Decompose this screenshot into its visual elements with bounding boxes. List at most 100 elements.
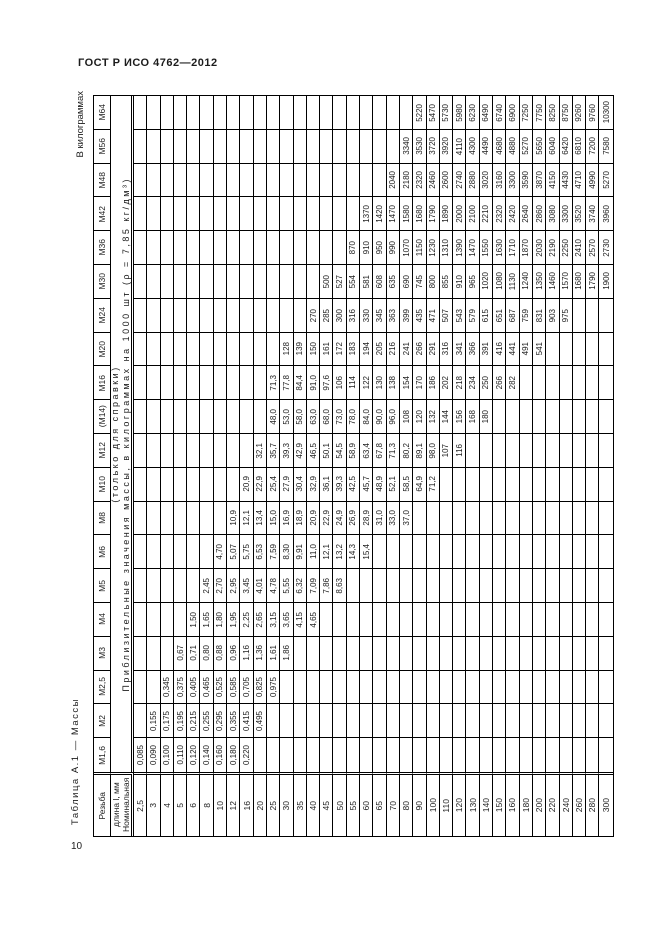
mass-value: 71,3	[268, 374, 278, 391]
mass-value: 52,1	[388, 476, 398, 492]
mass-cell	[453, 467, 467, 502]
mass-value: 3870	[534, 171, 544, 189]
mass-value: 3300	[561, 204, 571, 223]
mass-cell	[466, 636, 480, 671]
mass-value: 58,5	[401, 476, 411, 492]
mass-cell: 291	[426, 332, 440, 367]
mass-value: 0,375	[175, 676, 185, 697]
mass-cell: 58,5	[399, 467, 414, 502]
mass-cell	[519, 636, 533, 671]
mass-cell	[532, 400, 547, 434]
mass-value: 1240	[521, 272, 531, 291]
mass-cell: 3020	[479, 163, 494, 198]
mass-cell	[200, 366, 214, 401]
mass-value: 0,180	[228, 745, 238, 766]
mass-value: 1580	[401, 204, 411, 223]
mass-value: 541	[534, 342, 544, 356]
mass-value: 1900	[601, 272, 611, 291]
mass-value: 180	[481, 409, 491, 424]
mass-cell	[227, 467, 241, 502]
mass-cell	[213, 163, 228, 198]
span-header-line1: Приблизительные значения массы, в килогр…	[121, 176, 131, 692]
mass-cell: 31,0	[373, 501, 387, 536]
length-label-cell: 90	[413, 771, 427, 836]
mass-cell: 20,9	[240, 467, 254, 502]
mass-cell: 541	[532, 332, 547, 367]
mass-cell	[267, 738, 281, 772]
mass-cell	[506, 501, 520, 536]
mass-cell	[439, 501, 454, 536]
mass-cell	[266, 129, 281, 164]
mass-value: 216	[388, 342, 398, 356]
mass-cell: 48,9	[373, 467, 387, 502]
mass-cell	[466, 670, 480, 705]
mass-cell: 3520	[572, 197, 587, 232]
mass-value: 0,585	[228, 676, 238, 697]
mass-value: 22,9	[321, 510, 331, 526]
mass-cell: 651	[493, 298, 507, 333]
mass-value: 1070	[401, 238, 411, 257]
mass-value: 28,9	[361, 510, 371, 526]
mass-cell: 2250	[559, 231, 573, 265]
mass-cell	[253, 366, 267, 401]
mass-value: 58,0	[295, 408, 305, 425]
length-label-cell: 55	[346, 771, 361, 836]
mass-value: 3080	[547, 204, 557, 223]
mass-cell	[532, 569, 547, 603]
mass-cell: 1080	[493, 264, 507, 299]
mass-cell	[599, 704, 613, 739]
mass-value: 4,15	[295, 611, 305, 628]
mass-value: 89,1	[414, 442, 424, 459]
page-number: 10	[71, 841, 83, 852]
mass-value: 1,95	[228, 611, 238, 628]
mass-value: 471	[428, 308, 438, 322]
mass-cell	[493, 501, 507, 536]
mass-cell: 4710	[572, 163, 587, 198]
mass-cell	[559, 501, 573, 536]
mass-cell	[187, 129, 201, 164]
mass-cell: 2740	[453, 163, 467, 198]
mass-value: 5270	[521, 137, 531, 156]
length-label-cell: 16	[240, 771, 254, 836]
mass-value: 3,45	[242, 577, 252, 594]
mass-value: 2,45	[202, 577, 212, 594]
mass-cell	[240, 264, 254, 299]
mass-value: 2730	[601, 238, 611, 257]
mass-value: 5,07	[228, 543, 238, 560]
mass-cell: 1,86	[280, 636, 294, 671]
mass-cell	[213, 501, 228, 536]
mass-value: 316	[348, 308, 358, 322]
mass-cell: 399	[399, 298, 414, 333]
mass-cell	[187, 332, 201, 367]
mass-cell	[200, 332, 214, 367]
mass-cell: 2,25	[240, 602, 254, 637]
mass-value: 0,110	[175, 745, 185, 765]
mass-cell	[439, 569, 454, 603]
mass-cell: 2,45	[200, 569, 214, 603]
mass-cell	[320, 231, 334, 265]
mass-cell	[333, 96, 347, 130]
mass-value: 7250	[521, 103, 531, 122]
thread-size-text: М3	[97, 647, 107, 660]
mass-value: 4,01	[255, 577, 265, 594]
thread-size-label: М8	[94, 501, 111, 536]
mass-value: 266	[414, 342, 424, 356]
mass-cell	[134, 501, 148, 536]
mass-value: 316	[441, 342, 451, 356]
mass-cell	[506, 467, 520, 502]
mass-cell	[320, 96, 334, 130]
mass-value: 1,61	[268, 645, 278, 661]
mass-cell	[599, 671, 613, 705]
mass-cell: 0,405	[187, 670, 201, 705]
mass-value: 6740	[494, 103, 504, 122]
mass-cell	[173, 163, 188, 198]
mass-cell	[307, 738, 321, 772]
mass-cell: 3300	[559, 197, 573, 232]
mass-cell	[134, 670, 148, 705]
mass-value: 15,4	[361, 543, 371, 560]
mass-value: 2250	[561, 238, 571, 257]
mass-value: 2190	[547, 238, 557, 257]
mass-cell	[280, 129, 294, 164]
mass-cell: 471	[426, 298, 440, 333]
mass-cell: 0,195	[173, 704, 188, 739]
